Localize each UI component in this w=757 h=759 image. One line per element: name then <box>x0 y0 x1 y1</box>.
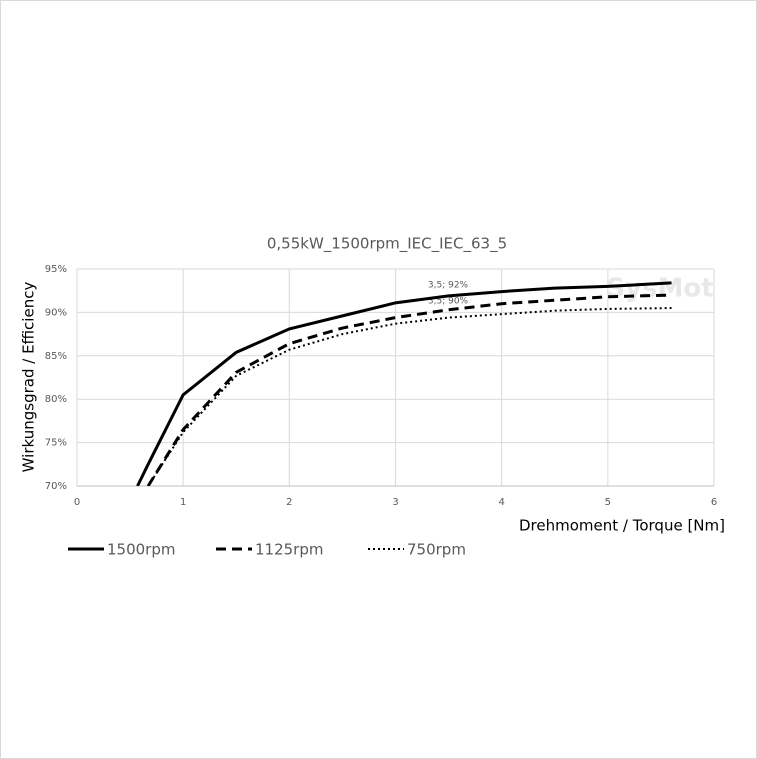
y-tick-label: 95% <box>45 264 67 275</box>
legend-label: 750rpm <box>407 541 466 559</box>
y-tick-label: 85% <box>45 351 67 362</box>
series-line <box>136 281 672 486</box>
series-line <box>147 307 672 486</box>
x-tick-label: 2 <box>286 497 292 508</box>
y-axis-label: Wirkungsgrad / Efficiency <box>20 282 38 473</box>
legend-label: 1125rpm <box>255 541 323 559</box>
x-tick-label: 0 <box>74 497 80 508</box>
legend-label: 1500rpm <box>107 541 175 559</box>
x-axis-label: Drehmoment / Torque [Nm] <box>519 517 725 535</box>
y-tick-label: 90% <box>45 307 67 318</box>
x-tick-label: 3 <box>392 497 398 508</box>
x-tick-label: 6 <box>711 497 717 508</box>
x-tick-label: 1 <box>180 497 186 508</box>
x-tick-label: 4 <box>498 497 504 508</box>
series-line <box>146 293 672 486</box>
watermark: SysMot <box>606 274 713 304</box>
y-tick-label: 80% <box>45 394 67 405</box>
annotation: 3,5; 90% <box>428 297 469 307</box>
annotation: 3,5; 92% <box>428 281 469 291</box>
x-tick-label: 5 <box>605 497 611 508</box>
y-tick-label: 75% <box>45 438 67 449</box>
y-tick-label: 70% <box>45 481 67 492</box>
chart-title: 0,55kW_1500rpm_IEC_IEC_63_5 <box>267 235 507 254</box>
